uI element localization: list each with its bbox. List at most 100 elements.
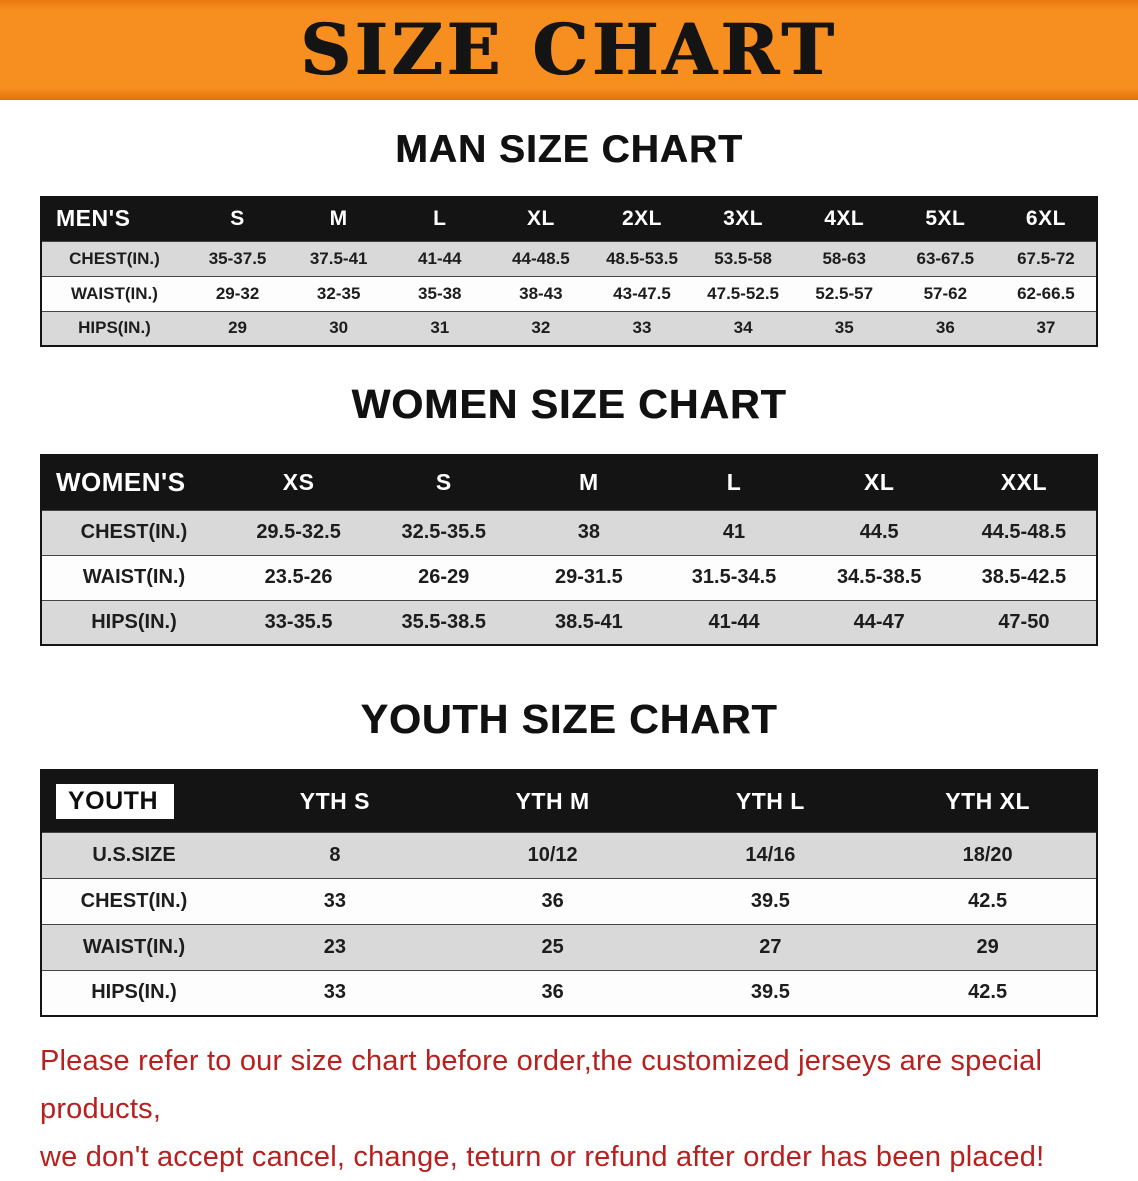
size-value-cell: 37.5-41 bbox=[288, 240, 390, 276]
size-column-header: M bbox=[288, 197, 390, 241]
women-section-heading: WOMEN SIZE CHART bbox=[351, 381, 787, 427]
women-size-table: WOMEN'S XS S M L XL XXL CHEST(IN.) 29.5-32.5 32.5… bbox=[40, 454, 1098, 646]
measurement-row: HIPS(IN.) 29 30 31 32 33 34 35 36 37 bbox=[41, 310, 1097, 346]
table-header-row: MEN'S S M L XL 2XL 3XL 4XL 5XL 6XL bbox=[41, 197, 1097, 241]
measurement-row: CHEST(IN.) 33 36 39.5 42.5 bbox=[41, 877, 1097, 924]
women-size-section: WOMEN SIZE CHART WOMEN'S XS S M L XL XXL CHEST(… bbox=[0, 381, 1138, 646]
size-value-cell: 38.5-42.5 bbox=[951, 554, 1097, 600]
size-column-header: L bbox=[661, 455, 807, 510]
size-value-cell: 26-29 bbox=[371, 554, 517, 600]
size-value-cell: 42.5 bbox=[879, 969, 1097, 1016]
size-value-cell: 34 bbox=[692, 310, 794, 346]
size-value-cell: 31.5-34.5 bbox=[661, 554, 807, 600]
row-label-cell: CHEST(IN.) bbox=[41, 509, 226, 555]
size-value-cell: 57-62 bbox=[894, 275, 996, 311]
size-column-header: M bbox=[516, 455, 662, 510]
size-value-cell: 53.5-58 bbox=[692, 240, 794, 276]
size-value-cell: 48.5-53.5 bbox=[591, 240, 693, 276]
measurement-row: HIPS(IN.) 33 36 39.5 42.5 bbox=[41, 969, 1097, 1016]
size-value-cell: 39.5 bbox=[661, 877, 880, 924]
table-title-cell: MEN'S bbox=[41, 197, 187, 241]
table-title-cell: WOMEN'S bbox=[41, 455, 226, 510]
measurement-row: HIPS(IN.) 33-35.5 35.5-38.5 38.5-41 41-44 44-… bbox=[41, 599, 1097, 645]
size-column-header: 6XL bbox=[995, 197, 1097, 241]
size-value-cell: 37 bbox=[995, 310, 1097, 346]
size-value-cell: 23 bbox=[226, 923, 444, 970]
size-column-header: YTH XL bbox=[879, 770, 1097, 832]
size-value-cell: 29 bbox=[187, 310, 289, 346]
size-value-cell: 8 bbox=[226, 831, 444, 878]
size-column-header: S bbox=[371, 455, 517, 510]
size-value-cell: 38.5-41 bbox=[516, 599, 662, 645]
size-column-header: YTH M bbox=[443, 770, 662, 832]
size-value-cell: 43-47.5 bbox=[591, 275, 693, 311]
size-value-cell: 18/20 bbox=[879, 831, 1097, 878]
table-title-label: YOUTH bbox=[56, 783, 174, 819]
size-column-header: XS bbox=[226, 455, 372, 510]
size-value-cell: 29.5-32.5 bbox=[226, 509, 372, 555]
size-value-cell: 36 bbox=[894, 310, 996, 346]
size-value-cell: 29-32 bbox=[187, 275, 289, 311]
measurement-row: U.S.SIZE 8 10/12 14/16 18/20 bbox=[41, 831, 1097, 878]
youth-section-heading: YOUTH SIZE CHART bbox=[360, 696, 778, 742]
size-column-header: S bbox=[187, 197, 289, 241]
size-column-header: 4XL bbox=[793, 197, 895, 241]
row-label-cell: U.S.SIZE bbox=[41, 831, 226, 878]
size-value-cell: 47-50 bbox=[951, 599, 1097, 645]
size-value-cell: 33-35.5 bbox=[226, 599, 372, 645]
size-value-cell: 35-37.5 bbox=[187, 240, 289, 276]
size-column-header: L bbox=[389, 197, 491, 241]
size-value-cell: 35-38 bbox=[389, 275, 491, 311]
size-value-cell: 32.5-35.5 bbox=[371, 509, 517, 555]
size-value-cell: 36 bbox=[443, 877, 662, 924]
measurement-row: WAIST(IN.) 29-32 32-35 35-38 38-43 43-47.5 47.… bbox=[41, 275, 1097, 311]
size-value-cell: 35.5-38.5 bbox=[371, 599, 517, 645]
men-size-section: MAN SIZE CHART MEN'S S M L XL 2XL 3XL 4XL 5XL 6XL… bbox=[0, 128, 1138, 347]
size-column-header: 3XL bbox=[692, 197, 794, 241]
size-value-cell: 52.5-57 bbox=[793, 275, 895, 311]
policy-note-line-2: we don't accept cancel, change, teturn o… bbox=[40, 1141, 1045, 1173]
youth-size-table: YOUTH YTH S YTH M YTH L YTH XL U.S.SIZE 8 10/12… bbox=[40, 769, 1098, 1017]
size-value-cell: 30 bbox=[288, 310, 390, 346]
size-value-cell: 23.5-26 bbox=[226, 554, 372, 600]
size-value-cell: 41-44 bbox=[389, 240, 491, 276]
size-value-cell: 41 bbox=[661, 509, 807, 555]
measurement-row: CHEST(IN.) 35-37.5 37.5-41 41-44 44-48.5 48.5… bbox=[41, 240, 1097, 276]
size-column-header: YTH L bbox=[661, 770, 880, 832]
row-label-cell: WAIST(IN.) bbox=[41, 554, 226, 600]
size-value-cell: 38-43 bbox=[490, 275, 592, 311]
size-value-cell: 41-44 bbox=[661, 599, 807, 645]
policy-note-line-1: Please refer to our size chart before or… bbox=[40, 1045, 1043, 1125]
size-value-cell: 32 bbox=[490, 310, 592, 346]
size-column-header: 5XL bbox=[894, 197, 996, 241]
size-value-cell: 39.5 bbox=[661, 969, 880, 1016]
row-label-cell: CHEST(IN.) bbox=[41, 240, 187, 276]
size-value-cell: 34.5-38.5 bbox=[806, 554, 952, 600]
measurement-row: WAIST(IN.) 23.5-26 26-29 29-31.5 31.5-34.5 34… bbox=[41, 554, 1097, 600]
size-value-cell: 47.5-52.5 bbox=[692, 275, 794, 311]
table-title-label: MEN'S bbox=[56, 205, 131, 232]
size-value-cell: 35 bbox=[793, 310, 895, 346]
table-header-row: YOUTH YTH S YTH M YTH L YTH XL bbox=[41, 770, 1097, 832]
men-section-heading: MAN SIZE CHART bbox=[395, 128, 743, 171]
men-size-table: MEN'S S M L XL 2XL 3XL 4XL 5XL 6XL CHEST(IN.) 35-37… bbox=[40, 196, 1098, 347]
size-column-header: XL bbox=[490, 197, 592, 241]
size-value-cell: 32-35 bbox=[288, 275, 390, 311]
size-value-cell: 67.5-72 bbox=[995, 240, 1097, 276]
measurement-row: WAIST(IN.) 23 25 27 29 bbox=[41, 923, 1097, 970]
size-column-header: YTH S bbox=[226, 770, 444, 832]
order-policy-note: Please refer to our size chart before or… bbox=[40, 1037, 1100, 1181]
table-header-row: WOMEN'S XS S M L XL XXL bbox=[41, 455, 1097, 510]
table-title-label: WOMEN'S bbox=[56, 467, 186, 498]
size-value-cell: 27 bbox=[661, 923, 880, 970]
size-value-cell: 31 bbox=[389, 310, 491, 346]
size-value-cell: 33 bbox=[226, 969, 444, 1016]
row-label-cell: HIPS(IN.) bbox=[41, 599, 226, 645]
size-value-cell: 44.5 bbox=[806, 509, 952, 555]
size-value-cell: 29-31.5 bbox=[516, 554, 662, 600]
size-value-cell: 36 bbox=[443, 969, 662, 1016]
size-value-cell: 44.5-48.5 bbox=[951, 509, 1097, 555]
size-value-cell: 29 bbox=[879, 923, 1097, 970]
size-column-header: XXL bbox=[951, 455, 1097, 510]
